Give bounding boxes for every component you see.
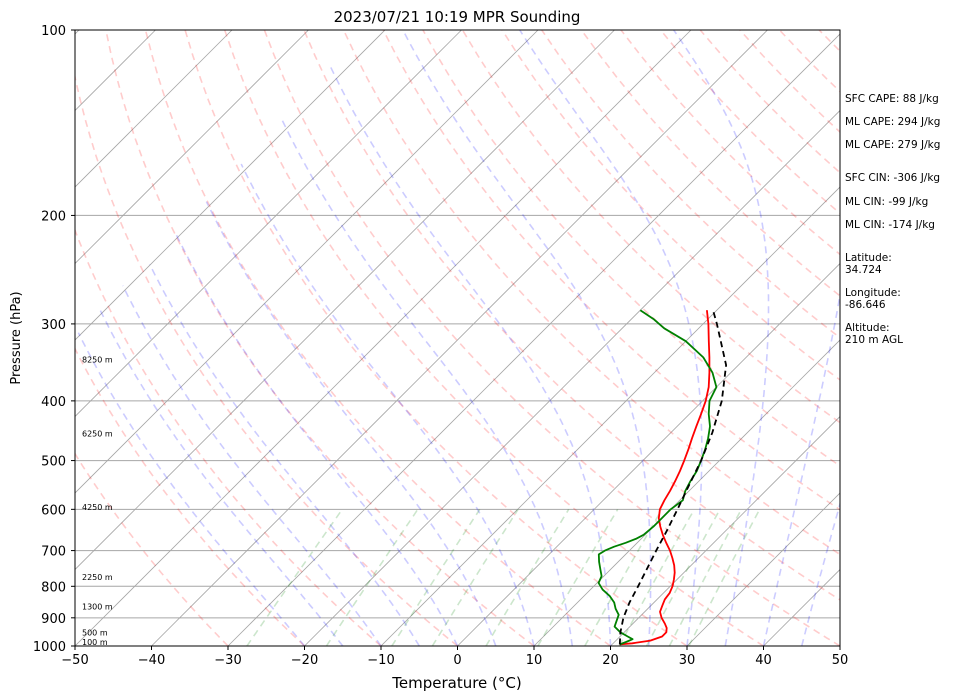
altitude-text: Altitude: 210 m AGL bbox=[845, 322, 903, 346]
isotherm-line bbox=[75, 30, 309, 265]
moist-adiabat-line bbox=[240, 163, 535, 646]
y-tick-label: 100 bbox=[41, 24, 66, 39]
y-tick-label: 800 bbox=[41, 580, 66, 595]
mixing-ratio-line bbox=[618, 508, 695, 646]
dry-adiabat-line bbox=[342, 30, 840, 556]
isotherm-line bbox=[0, 30, 3, 646]
dry-adiabat-line bbox=[303, 30, 840, 601]
y-tick-label: 700 bbox=[41, 545, 66, 560]
moist-adiabat-line bbox=[122, 285, 382, 646]
isotherm-line bbox=[75, 30, 386, 341]
dry-adiabat-line bbox=[461, 30, 840, 424]
x-tick-label: −30 bbox=[214, 653, 241, 668]
y-tick-label: 900 bbox=[41, 612, 66, 627]
x-tick-label: 40 bbox=[755, 653, 772, 668]
longitude-text: Longitude: -86.646 bbox=[845, 287, 901, 311]
mixing-ratio-line bbox=[668, 508, 743, 646]
isotherm-line bbox=[610, 415, 840, 646]
mixing-ratio-line bbox=[537, 508, 619, 646]
isotherm-line bbox=[686, 492, 840, 646]
ml-cape-text: ML CAPE: 294 J/kg bbox=[845, 116, 941, 128]
dry-adiabat-line bbox=[75, 228, 382, 646]
isotherm-line bbox=[304, 109, 840, 646]
isotherm-line bbox=[151, 30, 768, 646]
chart-title: 2023/07/21 10:19 MPR Sounding bbox=[334, 8, 581, 26]
dewpoint-profile-line bbox=[597, 309, 718, 646]
isotherm-line bbox=[380, 186, 840, 646]
x-tick-label: −50 bbox=[61, 653, 88, 668]
moist-adiabat-line bbox=[77, 332, 306, 646]
mixing-ratio-line bbox=[688, 508, 761, 646]
y-axis-label: Pressure (hPa) bbox=[9, 291, 24, 384]
isotherm-line bbox=[227, 33, 840, 646]
isotherm-line bbox=[75, 30, 615, 571]
x-tick-label: −40 bbox=[138, 653, 165, 668]
height-label: 6250 m bbox=[82, 430, 113, 439]
y-tick-label: 600 bbox=[41, 503, 66, 518]
isotherm-line bbox=[533, 339, 840, 646]
plot-background bbox=[75, 30, 840, 646]
x-tick-label: 10 bbox=[526, 653, 543, 668]
y-tick-label: 200 bbox=[41, 209, 66, 224]
ml-cin-text-2: ML CIN: -174 J/kg bbox=[845, 219, 935, 231]
y-tick-label: 400 bbox=[41, 395, 66, 410]
parcel-profile-line bbox=[618, 309, 727, 645]
x-tick-label: 30 bbox=[679, 653, 696, 668]
isotherm-line bbox=[75, 30, 462, 418]
sfc-cape-text: SFC CAPE: 88 J/kg bbox=[845, 93, 939, 105]
isotherm-line bbox=[75, 30, 539, 494]
x-tick-label: 50 bbox=[832, 653, 849, 668]
moist-adiabat-line bbox=[148, 263, 420, 646]
y-tick-label: 1000 bbox=[33, 640, 66, 655]
moist-adiabat-line bbox=[330, 67, 612, 646]
temperature-profile-line bbox=[619, 310, 711, 646]
latitude-text: Latitude: 34.724 bbox=[845, 252, 892, 276]
mixing-ratio-line bbox=[645, 508, 721, 646]
background-lines bbox=[0, 30, 840, 646]
dry-adiabat-line bbox=[144, 30, 611, 646]
dry-adiabat-line bbox=[263, 30, 840, 646]
dry-adiabat-line bbox=[75, 73, 459, 646]
dry-adiabat-line bbox=[75, 452, 229, 646]
isotherm-line bbox=[457, 262, 840, 646]
height-label: 4250 m bbox=[82, 503, 113, 512]
x-tick-label: −10 bbox=[367, 653, 394, 668]
y-tick-label: 500 bbox=[41, 455, 66, 470]
moist-adiabat-line bbox=[205, 201, 497, 646]
mixing-ratio-line bbox=[246, 508, 343, 646]
dry-adiabat-line bbox=[75, 347, 306, 646]
moist-adiabat-line bbox=[673, 30, 770, 646]
moist-adiabat-line bbox=[281, 119, 574, 646]
height-label: 100 m bbox=[82, 638, 108, 647]
height-label: 1300 m bbox=[82, 602, 113, 611]
moist-adiabat-line bbox=[175, 234, 459, 646]
x-tick-label: 0 bbox=[453, 653, 461, 668]
height-label: 500 m bbox=[82, 628, 108, 637]
y-tick-label: 300 bbox=[41, 318, 66, 333]
ml-cin-text: ML CIN: -99 J/kg bbox=[845, 196, 929, 208]
sfc-cin-text: SFC CIN: -306 J/kg bbox=[845, 172, 941, 184]
dry-adiabat-line bbox=[501, 30, 840, 381]
x-tick-label: −20 bbox=[291, 653, 318, 668]
moist-adiabat-line bbox=[402, 30, 652, 646]
dry-adiabat-line bbox=[184, 30, 688, 646]
data-lines bbox=[597, 309, 727, 646]
mixing-ratio-line bbox=[485, 508, 570, 646]
moist-adiabat-line bbox=[519, 30, 703, 646]
mixing-ratio-line bbox=[584, 508, 663, 646]
height-label: 2250 m bbox=[82, 573, 113, 582]
x-axis-label: Temperature (°C) bbox=[391, 674, 521, 692]
height-label: 8250 m bbox=[82, 356, 113, 365]
x-tick-label: 20 bbox=[602, 653, 619, 668]
dry-adiabat-line bbox=[223, 30, 764, 646]
isotherm-line bbox=[75, 30, 692, 646]
ml-cape-text-2: ML CAPE: 279 J/kg bbox=[845, 139, 941, 151]
dry-adiabat-line bbox=[105, 30, 535, 646]
isotherm-line bbox=[75, 30, 233, 188]
